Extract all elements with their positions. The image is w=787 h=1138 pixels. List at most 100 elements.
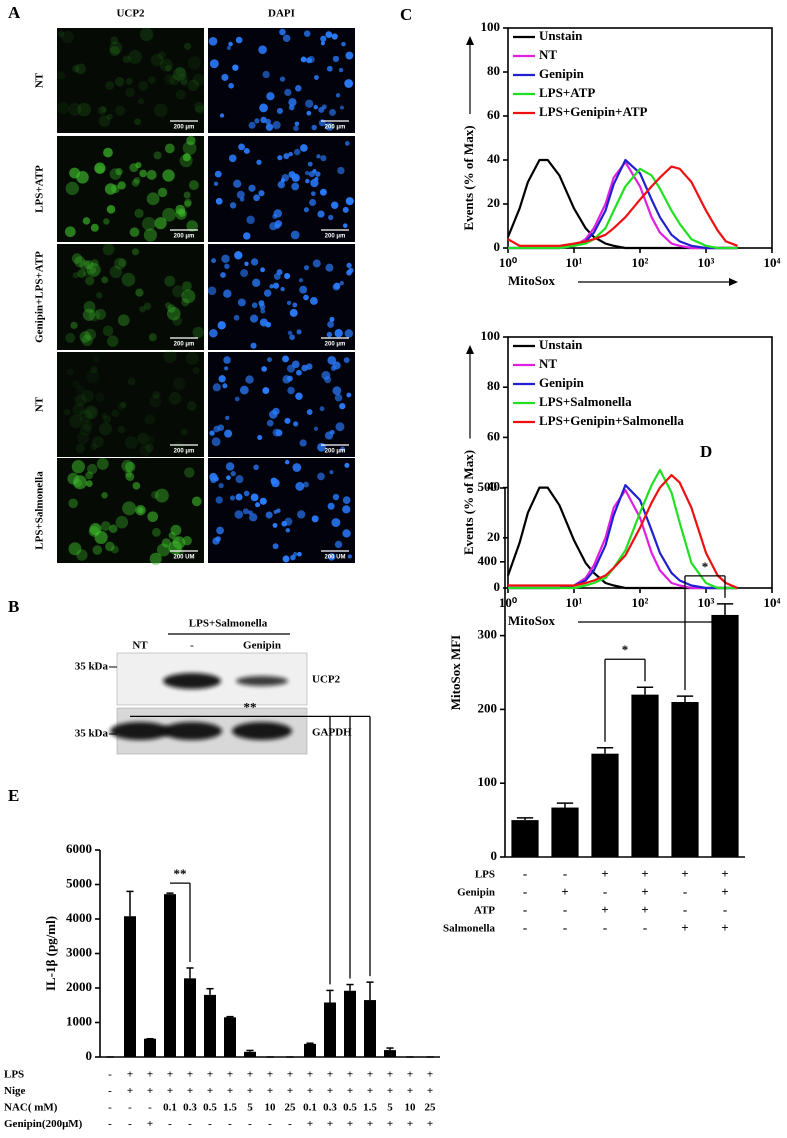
cell [133,176,141,184]
cell [109,168,122,180]
condition-value: + [721,884,728,899]
condition-value: + [641,866,648,881]
cell [318,106,325,113]
y-tick-label: 200 [478,700,498,715]
cell [248,121,256,129]
cell [277,180,286,189]
cell [224,366,229,371]
cell [164,275,176,287]
cell [211,258,217,264]
x-tick-label: 10⁴ [764,595,781,610]
cell [265,118,272,125]
cell [345,197,354,206]
condition-value: - [268,1118,272,1130]
condition-value: + [287,1085,293,1097]
condition-value: + [721,920,728,935]
cell [334,393,343,402]
cell [311,515,319,523]
micrograph: 200 UM [57,457,204,565]
cell [72,475,87,490]
cell [346,269,352,276]
condition-value: - [108,1069,112,1081]
cell [282,355,289,363]
cell [192,367,200,375]
cell [162,207,176,222]
cell [228,82,235,89]
y-tick-label: 80 [487,378,500,393]
cell [312,259,321,268]
cell [84,405,99,420]
cell [192,73,205,86]
row-label: LPS+Salmonella [34,471,46,550]
condition-value: + [681,920,688,935]
cell [72,380,81,389]
cell [277,155,283,161]
cell [293,421,298,426]
cell [272,543,279,550]
y-tick-label: 80 [487,63,500,78]
y-tick-label: 0 [494,579,501,594]
legend-label: Unstain [539,28,583,43]
cell [122,55,131,64]
cell [159,58,173,72]
cell [77,269,86,278]
cell [305,178,310,184]
cell [76,170,89,184]
cell [146,169,157,180]
cell [166,306,181,321]
condition-value: + [641,902,648,917]
scale-bar-label: 200 μm [174,125,195,131]
y-tick-label: 1000 [66,1013,92,1028]
cell [164,302,172,309]
condition-value: + [187,1085,193,1097]
cell [184,467,195,478]
cell [135,161,142,169]
cell [191,496,202,507]
condition-value: - [168,1118,172,1130]
cell [243,232,251,240]
condition-value: + [307,1069,313,1081]
cell [161,538,172,548]
cell [305,99,314,108]
cell [304,170,310,176]
cell [307,161,313,167]
cell [193,101,205,113]
cell [110,545,119,554]
cell [172,536,186,549]
cell [101,276,109,284]
condition-value: + [327,1069,333,1081]
condition-value: + [227,1085,233,1097]
cell [327,320,334,328]
cell [327,502,335,510]
cell [250,342,257,349]
cell [340,105,345,110]
cell [131,179,140,187]
cell [299,285,308,294]
bar [184,978,196,1057]
condition-value: 0.1 [163,1102,177,1114]
cell [229,495,236,501]
cell [100,521,111,532]
cell [295,85,302,92]
cell [209,328,218,338]
bar [124,916,136,1057]
y-tick-label: 40 [487,151,500,166]
cell [279,76,286,82]
cell [179,154,193,168]
cell [225,415,230,420]
cell [105,80,115,90]
x-tick-label: 10² [632,255,649,270]
cell [291,182,300,191]
cell [218,375,226,383]
cell [186,220,198,232]
row-label: LPS+ATP [34,165,46,213]
cell [261,366,267,372]
cell [222,383,228,389]
cell [95,308,107,320]
condition-label: Genipin(200μM) [4,1118,83,1130]
condition-label: Genipin [457,887,495,899]
cell [94,530,108,545]
bar [711,614,739,857]
bar [591,753,619,857]
